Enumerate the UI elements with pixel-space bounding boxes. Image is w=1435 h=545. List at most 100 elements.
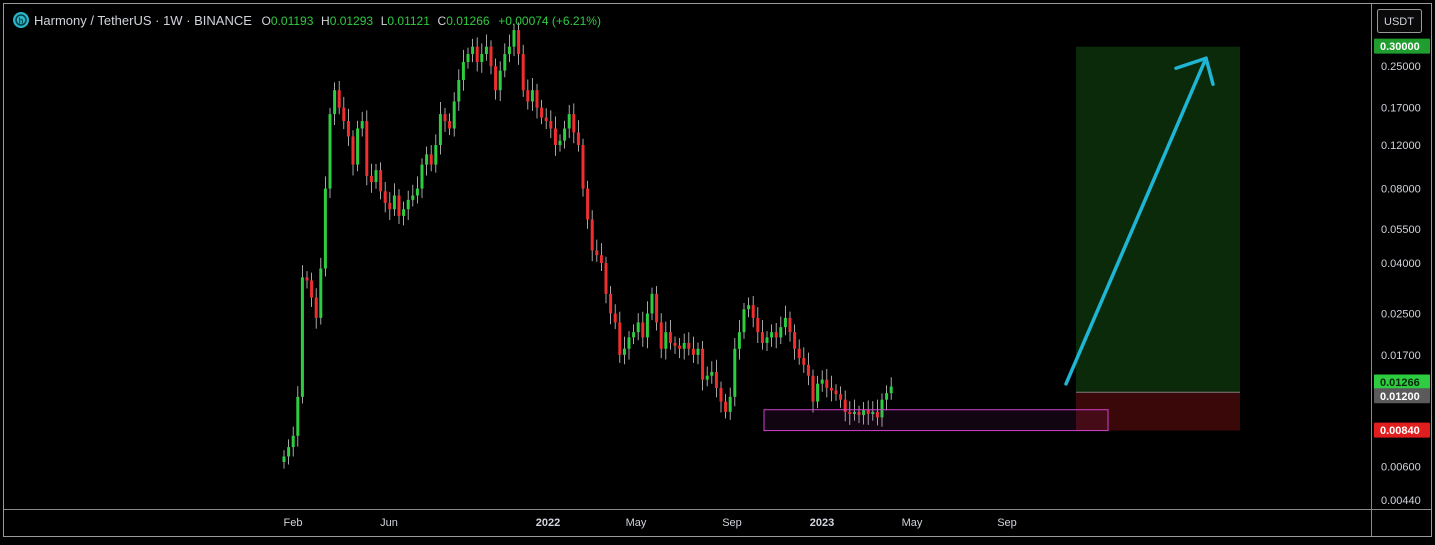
- profit-zone[interactable]: [1076, 46, 1240, 393]
- candle: [503, 43, 507, 78]
- candle: [300, 265, 304, 404]
- candle: [351, 130, 355, 176]
- candle: [415, 176, 419, 204]
- candle: [710, 361, 714, 384]
- price-tag-label: 0.01200: [1380, 391, 1420, 403]
- candle: [553, 116, 557, 156]
- candle: [728, 387, 732, 420]
- candle: [402, 201, 406, 226]
- currency-button-label: USDT: [1384, 16, 1414, 28]
- candle: [595, 239, 599, 262]
- candle: [724, 393, 728, 419]
- price-tick-label: 0.00600: [1381, 462, 1421, 474]
- candle: [480, 43, 484, 73]
- candle: [563, 120, 567, 149]
- support-zone-box[interactable]: [763, 409, 1109, 432]
- price-tick-label: 0.17000: [1381, 103, 1421, 115]
- candle: [848, 401, 852, 425]
- loss-zone[interactable]: [1076, 392, 1240, 431]
- candle: [829, 375, 833, 402]
- candle: [618, 311, 622, 363]
- candle: [765, 331, 769, 351]
- candle: [360, 111, 364, 137]
- candle: [544, 108, 548, 130]
- candle: [540, 99, 544, 125]
- price-tag-entry: 0.01200: [1374, 388, 1430, 404]
- candle: [342, 96, 346, 130]
- candle: [696, 342, 700, 365]
- candle: [411, 184, 415, 207]
- price-tick-label: 0.08000: [1381, 184, 1421, 196]
- candle: [388, 192, 392, 221]
- candle: [889, 377, 893, 400]
- candle: [733, 338, 737, 407]
- candle: [820, 370, 824, 392]
- currency-button[interactable]: USDT: [1377, 9, 1422, 33]
- candle: [406, 190, 410, 221]
- candle: [507, 34, 511, 63]
- candle: [558, 134, 562, 152]
- candle: [572, 103, 576, 144]
- candle: [314, 288, 318, 329]
- candle: [425, 146, 429, 176]
- price-tick-label: 0.05500: [1381, 224, 1421, 236]
- candle: [857, 405, 861, 424]
- candle: [323, 176, 327, 277]
- candle: [521, 44, 525, 97]
- time-tick-label: 2023: [810, 517, 834, 529]
- time-tick-label: May: [902, 517, 923, 529]
- candle: [682, 333, 686, 360]
- candle: [742, 303, 746, 339]
- candle: [609, 286, 613, 325]
- candle: [714, 359, 718, 398]
- candle: [438, 101, 442, 155]
- svg-text:h: h: [19, 17, 24, 26]
- candle: [599, 243, 603, 272]
- candle: [760, 320, 764, 350]
- candle: [641, 311, 645, 347]
- time-tick-label: 2022: [536, 517, 560, 529]
- candle: [659, 313, 663, 359]
- candle: [512, 23, 516, 57]
- price-tick-label: 0.01700: [1381, 350, 1421, 362]
- candle: [705, 366, 709, 387]
- chart-border: [3, 3, 1432, 537]
- candle: [673, 336, 677, 354]
- candle: [305, 271, 309, 289]
- candle: [484, 34, 488, 61]
- candle: [448, 113, 452, 136]
- candle: [471, 38, 475, 63]
- candle: [756, 307, 760, 344]
- harmony-logo-icon: h: [13, 12, 29, 28]
- candle: [392, 183, 396, 216]
- legend: h Harmony / TetherUS · 1W · BINANCE O0.0…: [13, 12, 601, 28]
- price-axis[interactable]: 0.400000.250000.170000.120000.080000.055…: [1381, 11, 1421, 507]
- candle: [811, 369, 815, 413]
- time-tick-label: Feb: [284, 517, 303, 529]
- candle: [374, 163, 378, 189]
- candle: [530, 78, 534, 111]
- candle: [843, 390, 847, 422]
- candle: [282, 450, 286, 469]
- time-axis[interactable]: Feb Jun 2022 May Sep 2023 May Sep: [284, 517, 1017, 529]
- candle: [774, 322, 778, 349]
- candle: [429, 145, 433, 172]
- candle: [586, 180, 590, 229]
- candle: [517, 22, 521, 65]
- candle: [678, 338, 682, 359]
- candle: [434, 134, 438, 173]
- high-label: H: [321, 14, 330, 28]
- candle: [365, 110, 369, 186]
- time-tick-label: Jun: [380, 517, 398, 529]
- target-arrow-icon[interactable]: [1064, 56, 1215, 386]
- candle: [475, 37, 479, 72]
- candle: [802, 347, 806, 373]
- price-tick-label: 0.02500: [1381, 308, 1421, 320]
- candle: [291, 426, 295, 457]
- candle: [498, 61, 502, 102]
- candle: [779, 316, 783, 345]
- price-tag-label: 0.01266: [1380, 377, 1420, 389]
- candle: [797, 339, 801, 365]
- candle: [379, 162, 383, 200]
